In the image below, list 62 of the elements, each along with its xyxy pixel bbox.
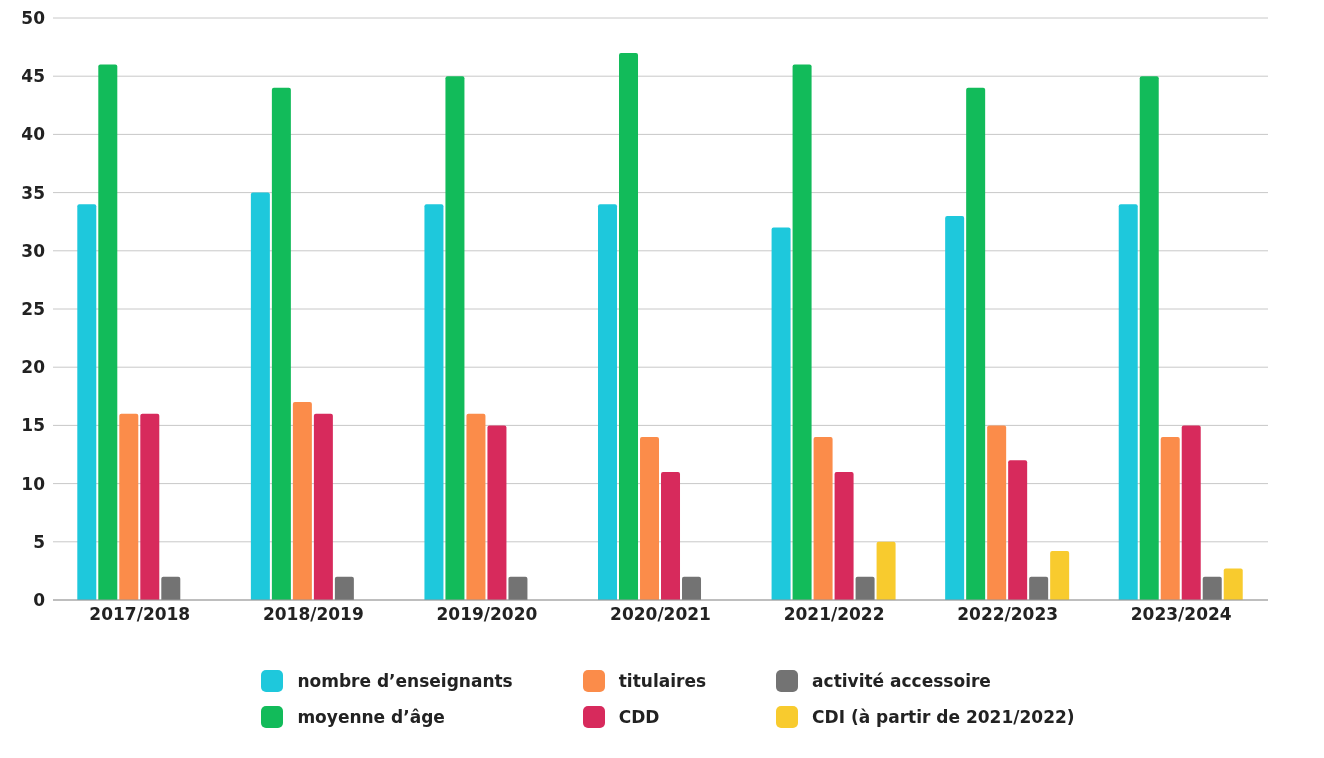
bar [77, 204, 97, 600]
x-tick-label: 2021/2022 [783, 604, 885, 625]
bar [424, 204, 444, 600]
bar [445, 76, 465, 600]
bar [1139, 76, 1159, 600]
bar [987, 425, 1007, 600]
bar [876, 541, 896, 600]
y-tick-label: 40 [21, 124, 46, 145]
bar [466, 413, 486, 600]
bar [140, 413, 160, 600]
bar [487, 425, 507, 600]
bar [598, 204, 618, 600]
bar [966, 87, 986, 600]
bar [834, 471, 854, 600]
bar [250, 192, 270, 600]
legend-label: CDI (à partir de 2021/2022) [812, 707, 1075, 727]
bar [1181, 425, 1201, 600]
bar [945, 215, 965, 600]
y-tick-label: 15 [21, 415, 45, 436]
bar [855, 576, 875, 600]
bar [508, 576, 528, 600]
bar [771, 227, 791, 600]
bar [792, 64, 812, 600]
legend-label: nombre d’enseignants [297, 671, 513, 691]
y-tick-label: 0 [33, 590, 46, 611]
bar [334, 576, 354, 600]
y-tick-label: 35 [21, 182, 45, 203]
y-tick-label: 10 [21, 473, 46, 494]
x-tick-label: 2020/2021 [610, 604, 711, 625]
bar [1050, 551, 1070, 600]
x-tick-label: 2018/2019 [262, 604, 364, 625]
bar [271, 87, 291, 600]
bar [313, 413, 333, 600]
y-tick-label: 20 [21, 357, 46, 378]
bar [640, 437, 660, 600]
x-tick-label: 2023/2024 [1130, 604, 1232, 625]
legend-label: moyenne d’âge [297, 707, 445, 727]
bar [292, 402, 312, 600]
bar [619, 52, 639, 600]
bar [1008, 460, 1028, 600]
x-tick-label: 2019/2020 [436, 604, 538, 625]
x-tick-label: 2022/2023 [957, 604, 1059, 625]
bar [1223, 568, 1243, 600]
y-tick-label: 25 [21, 299, 45, 320]
bar [98, 64, 118, 600]
legend-label: titulaires [618, 671, 707, 691]
y-tick-label: 5 [33, 531, 45, 552]
legend-label: CDD [618, 707, 660, 727]
bar [1118, 204, 1138, 600]
bar [161, 576, 181, 600]
y-tick-label: 45 [21, 66, 45, 87]
bar [1202, 576, 1222, 600]
bar [813, 437, 833, 600]
legend-label: activité accessoire [812, 671, 991, 691]
y-tick-label: 30 [21, 240, 46, 261]
y-tick-label: 50 [21, 8, 46, 29]
bar [661, 471, 681, 600]
bar [1029, 576, 1049, 600]
bar [1160, 437, 1180, 600]
bar [119, 413, 139, 600]
x-tick-label: 2017/2018 [89, 604, 191, 625]
bar [682, 576, 702, 600]
